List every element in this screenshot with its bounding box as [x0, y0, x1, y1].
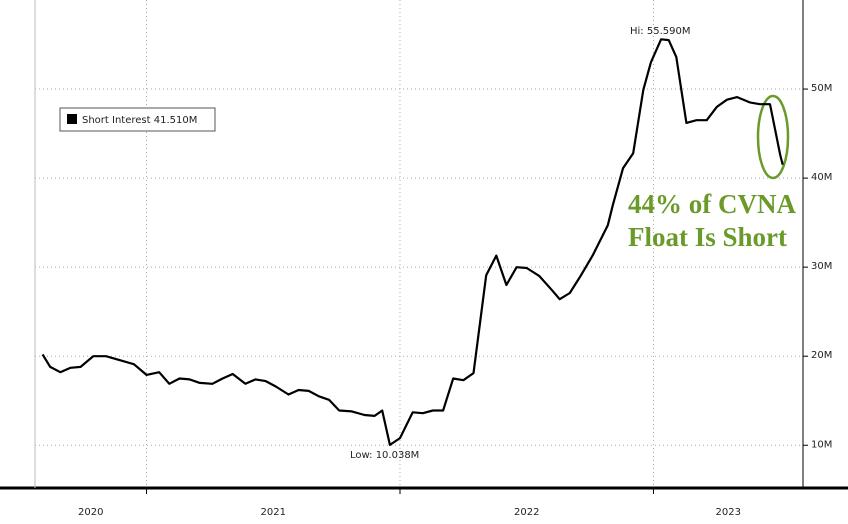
high-label: Hi: 55.590M: [630, 26, 690, 37]
highlight-ellipse: [756, 94, 790, 180]
y-tick-label: 40M: [811, 172, 832, 183]
y-tick-label: 50M: [811, 83, 832, 94]
low-label: Low: 10.038M: [350, 450, 419, 461]
x-tick-label: 2023: [716, 507, 741, 518]
line-series: [41, 38, 784, 446]
legend-label: Short Interest 41.510M: [82, 115, 197, 126]
legend-swatch: [67, 114, 77, 124]
annotation: Float Is Short: [628, 222, 787, 252]
y-tick-label: 20M: [811, 350, 832, 361]
x-tick-label: 2022: [514, 507, 539, 518]
x-tick-label: 2021: [261, 507, 286, 518]
x-tick-label: 2020: [78, 507, 103, 518]
legend-box: [59, 107, 216, 132]
annotation: 44% of CVNA: [628, 189, 796, 219]
y-tick-label: 30M: [811, 261, 832, 272]
y-tick-label: 10M: [811, 439, 832, 450]
